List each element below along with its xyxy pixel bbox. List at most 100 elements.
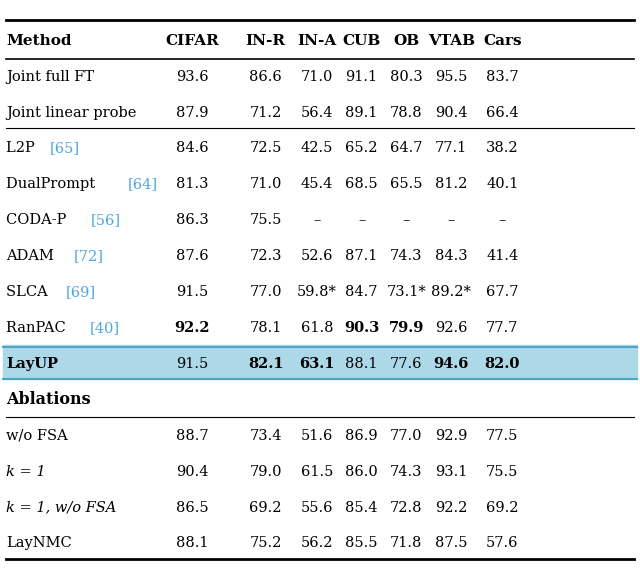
Text: –: – <box>358 213 365 227</box>
Text: 86.3: 86.3 <box>175 213 209 227</box>
Text: 89.1: 89.1 <box>346 105 378 120</box>
Text: [64]: [64] <box>127 177 157 192</box>
Text: 84.6: 84.6 <box>176 141 208 156</box>
Text: SLCA: SLCA <box>6 285 52 299</box>
Text: 77.1: 77.1 <box>435 141 467 156</box>
Text: 88.7: 88.7 <box>176 429 208 443</box>
Text: VTAB: VTAB <box>428 34 475 48</box>
Text: IN-R: IN-R <box>246 34 285 48</box>
Text: IN-A: IN-A <box>297 34 337 48</box>
Text: 77.5: 77.5 <box>486 429 518 443</box>
Text: 86.6: 86.6 <box>249 70 282 84</box>
Text: [72]: [72] <box>74 249 104 263</box>
Text: 92.9: 92.9 <box>435 429 467 443</box>
Text: 56.4: 56.4 <box>301 105 333 120</box>
Text: 86.0: 86.0 <box>345 465 378 479</box>
Text: 84.7: 84.7 <box>346 285 378 299</box>
Text: 85.4: 85.4 <box>346 500 378 515</box>
Text: 73.4: 73.4 <box>250 429 282 443</box>
Text: 71.2: 71.2 <box>250 105 282 120</box>
Text: 38.2: 38.2 <box>486 141 518 156</box>
Text: LayNMC: LayNMC <box>6 536 72 551</box>
Text: L2P: L2P <box>6 141 40 156</box>
Text: 51.6: 51.6 <box>301 429 333 443</box>
Text: Cars: Cars <box>483 34 522 48</box>
Text: 63.1: 63.1 <box>299 357 335 371</box>
Text: –: – <box>499 213 506 227</box>
Text: OB: OB <box>393 34 420 48</box>
Text: CIFAR: CIFAR <box>165 34 219 48</box>
Text: 77.0: 77.0 <box>250 285 282 299</box>
Text: k = 1: k = 1 <box>6 465 46 479</box>
Text: 87.9: 87.9 <box>176 105 208 120</box>
Text: 75.5: 75.5 <box>250 213 282 227</box>
Text: [65]: [65] <box>49 141 79 156</box>
Text: 74.3: 74.3 <box>390 465 422 479</box>
Text: 86.9: 86.9 <box>346 429 378 443</box>
Text: DualPrompt: DualPrompt <box>6 177 100 192</box>
Text: 92.2: 92.2 <box>174 321 210 335</box>
Text: 66.4: 66.4 <box>486 105 518 120</box>
Text: 87.1: 87.1 <box>346 249 378 263</box>
Text: –: – <box>403 213 410 227</box>
Text: CUB: CUB <box>342 34 381 48</box>
Text: 81.3: 81.3 <box>176 177 208 192</box>
Text: 77.0: 77.0 <box>390 429 422 443</box>
Text: Joint linear probe: Joint linear probe <box>6 105 137 120</box>
Text: 90.3: 90.3 <box>344 321 380 335</box>
Text: 72.3: 72.3 <box>250 249 282 263</box>
Text: 40.1: 40.1 <box>486 177 518 192</box>
Text: RanPAC: RanPAC <box>6 321 71 335</box>
Text: 92.2: 92.2 <box>435 500 467 515</box>
Text: 91.5: 91.5 <box>176 285 208 299</box>
Text: 93.6: 93.6 <box>176 70 208 84</box>
Text: 82.1: 82.1 <box>248 357 284 371</box>
Text: 87.6: 87.6 <box>176 249 208 263</box>
Text: 77.7: 77.7 <box>486 321 518 335</box>
Text: 81.2: 81.2 <box>435 177 467 192</box>
Text: 79.9: 79.9 <box>388 321 424 335</box>
Text: 83.7: 83.7 <box>486 70 518 84</box>
Text: 61.5: 61.5 <box>301 465 333 479</box>
Text: 85.5: 85.5 <box>346 536 378 551</box>
Text: 57.6: 57.6 <box>486 536 518 551</box>
Text: LayUP: LayUP <box>6 357 58 371</box>
Text: Joint full FT: Joint full FT <box>6 70 95 84</box>
Text: 82.0: 82.0 <box>484 357 520 371</box>
Text: 86.5: 86.5 <box>176 500 208 515</box>
Text: 75.5: 75.5 <box>486 465 518 479</box>
Text: 89.2*: 89.2* <box>431 285 471 299</box>
Text: 90.4: 90.4 <box>176 465 208 479</box>
Text: Ablations: Ablations <box>6 392 91 408</box>
Text: 78.1: 78.1 <box>250 321 282 335</box>
Text: 91.5: 91.5 <box>176 357 208 371</box>
Text: 94.6: 94.6 <box>433 357 469 371</box>
Text: 45.4: 45.4 <box>301 177 333 192</box>
Text: 92.6: 92.6 <box>435 321 467 335</box>
Text: 88.1: 88.1 <box>176 536 208 551</box>
Text: 91.1: 91.1 <box>346 70 378 84</box>
Text: 64.7: 64.7 <box>390 141 422 156</box>
Text: 67.7: 67.7 <box>486 285 518 299</box>
Text: 56.2: 56.2 <box>301 536 333 551</box>
Text: 84.3: 84.3 <box>435 249 467 263</box>
Text: 74.3: 74.3 <box>390 249 422 263</box>
Text: 77.6: 77.6 <box>390 357 422 371</box>
Text: –: – <box>447 213 455 227</box>
Text: 55.6: 55.6 <box>301 500 333 515</box>
Text: 80.3: 80.3 <box>390 70 423 84</box>
Text: 95.5: 95.5 <box>435 70 467 84</box>
Text: 65.2: 65.2 <box>346 141 378 156</box>
Text: [56]: [56] <box>90 213 120 227</box>
Text: Method: Method <box>6 34 72 48</box>
Text: 42.5: 42.5 <box>301 141 333 156</box>
Text: 68.5: 68.5 <box>346 177 378 192</box>
Text: 88.1: 88.1 <box>346 357 378 371</box>
Text: 41.4: 41.4 <box>486 249 518 263</box>
Text: ADAM: ADAM <box>6 249 59 263</box>
Text: 71.0: 71.0 <box>250 177 282 192</box>
Text: 75.2: 75.2 <box>250 536 282 551</box>
Text: 65.5: 65.5 <box>390 177 422 192</box>
Text: k = 1, w/o FSA: k = 1, w/o FSA <box>6 500 116 515</box>
Text: 71.0: 71.0 <box>301 70 333 84</box>
